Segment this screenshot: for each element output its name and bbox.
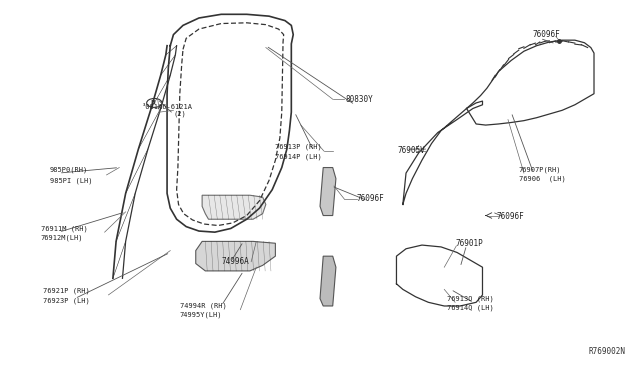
Text: 80830Y: 80830Y xyxy=(346,95,373,104)
Text: 76096F: 76096F xyxy=(357,195,385,203)
Text: 76913P (RH): 76913P (RH) xyxy=(275,144,322,151)
Text: 76905V: 76905V xyxy=(397,147,426,155)
Polygon shape xyxy=(202,195,266,219)
Polygon shape xyxy=(196,241,275,271)
Text: 74994R (RH): 74994R (RH) xyxy=(180,303,227,309)
Text: ³081A6-6121A: ³081A6-6121A xyxy=(141,104,193,110)
Text: 74996A: 74996A xyxy=(221,257,249,266)
Text: 76911M (RH): 76911M (RH) xyxy=(41,225,88,232)
Text: R769002N: R769002N xyxy=(589,347,626,356)
Text: 76096F: 76096F xyxy=(497,212,524,221)
Polygon shape xyxy=(320,167,336,215)
Text: 76901P: 76901P xyxy=(456,239,483,248)
Text: (2): (2) xyxy=(173,111,186,117)
Text: 76906  (LH): 76906 (LH) xyxy=(519,175,566,182)
Text: 76913Q (RH): 76913Q (RH) xyxy=(447,295,494,302)
Text: 76923P (LH): 76923P (LH) xyxy=(43,297,90,304)
Text: 76912M(LH): 76912M(LH) xyxy=(41,234,83,241)
Text: B: B xyxy=(150,100,156,105)
Text: 76914P (LH): 76914P (LH) xyxy=(275,153,322,160)
Text: 76921P (RH): 76921P (RH) xyxy=(43,288,90,295)
Text: 76914Q (LH): 76914Q (LH) xyxy=(447,305,494,311)
Text: 985PI (LH): 985PI (LH) xyxy=(50,177,92,184)
Polygon shape xyxy=(320,256,336,306)
Text: 74995Y(LH): 74995Y(LH) xyxy=(180,312,222,318)
Text: 76096F: 76096F xyxy=(532,30,560,39)
Text: 76907P(RH): 76907P(RH) xyxy=(519,166,561,173)
Text: 985P0(RH): 985P0(RH) xyxy=(50,166,88,173)
